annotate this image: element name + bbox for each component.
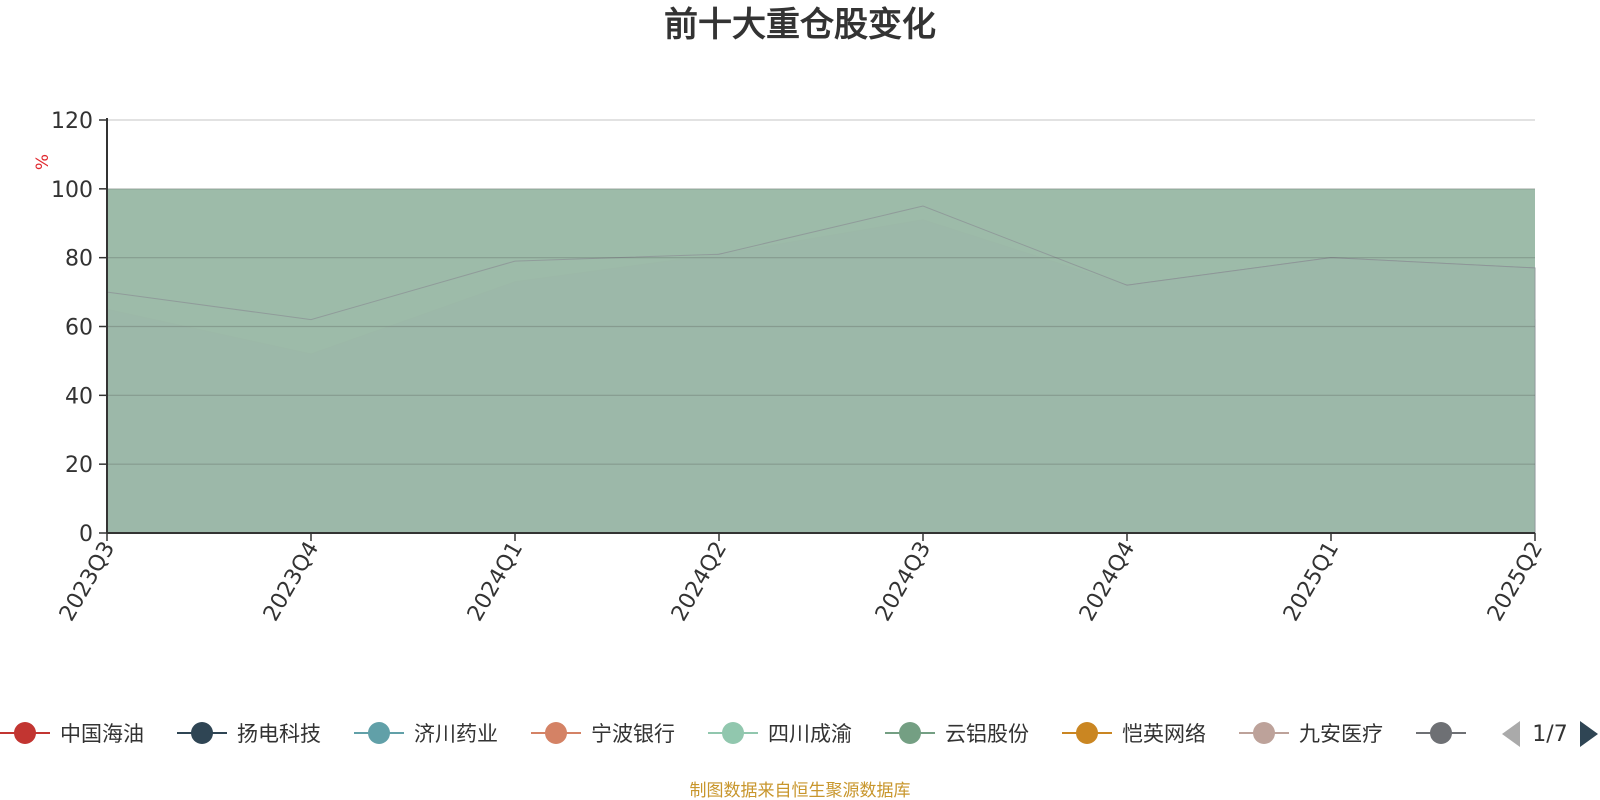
legend-marker-icon [14,722,36,744]
legend-marker-icon [191,722,213,744]
x-tick-label: 2024Q3 [871,538,936,626]
legend-label: 九安医疗 [1299,722,1383,746]
x-tick-label: 2025Q2 [1483,538,1548,626]
x-tick-label: 2023Q4 [259,538,324,626]
legend-label: 四川成渝 [768,722,852,746]
x-tick-label: 2024Q4 [1075,538,1140,626]
legend-label: 宁波银行 [591,722,675,746]
legend-marker-icon [1076,722,1098,744]
legend: 中国海油 扬电科技 济川药业 宁波银行 四川成渝 云铝股份 恺英网络 九安医疗 [0,722,1466,746]
legend-item[interactable]: 宁波银行 [531,722,675,746]
legend-item[interactable]: 四川成渝 [708,722,852,746]
source-note: 制图数据来自恒生聚源数据库 [690,781,911,800]
legend-label: 云铝股份 [945,722,1029,746]
x-tick-label: 2024Q2 [667,538,732,626]
legend-pager: 1/7 [1502,721,1598,747]
y-tick-label: 0 [79,522,93,547]
legend-marker-icon [722,722,744,744]
legend-prev-arrow-icon[interactable] [1502,721,1520,747]
chart-title: 前十大重仓股变化 [664,5,936,45]
legend-marker-icon [545,722,567,744]
legend-marker-icon [1430,722,1452,744]
legend-marker-icon [1253,722,1275,744]
legend-item[interactable] [1416,722,1466,744]
legend-marker-icon [368,722,390,744]
legend-item[interactable]: 济川药业 [354,722,498,746]
x-tick-label: 2024Q1 [463,538,528,626]
legend-page-indicator: 1/7 [1532,722,1567,747]
plot-area [106,188,1536,534]
legend-item[interactable]: 九安医疗 [1239,722,1383,746]
legend-item[interactable]: 中国海油 [0,722,144,746]
y-tick-label: 80 [65,247,93,272]
y-tick-label: 40 [65,384,93,409]
legend-item[interactable]: 云铝股份 [885,722,1029,746]
legend-label: 扬电科技 [237,722,321,746]
y-tick-label: 20 [65,453,93,478]
legend-label: 济川药业 [414,722,498,746]
y-tick-label: 100 [51,178,93,203]
y-tick-label: 60 [65,316,93,341]
x-tick-label: 2025Q1 [1279,538,1344,626]
legend-item[interactable]: 扬电科技 [177,722,321,746]
legend-label: 恺英网络 [1122,722,1206,746]
legend-label: 中国海油 [60,722,144,746]
y-tick-label: 120 [51,109,93,134]
legend-item[interactable]: 恺英网络 [1062,722,1206,746]
area-layer-13 [106,205,1536,534]
legend-marker-icon [899,722,921,744]
y-axis-unit: % [33,154,53,170]
x-tick-label: 2023Q3 [55,538,120,626]
legend-next-arrow-icon[interactable] [1580,721,1598,747]
